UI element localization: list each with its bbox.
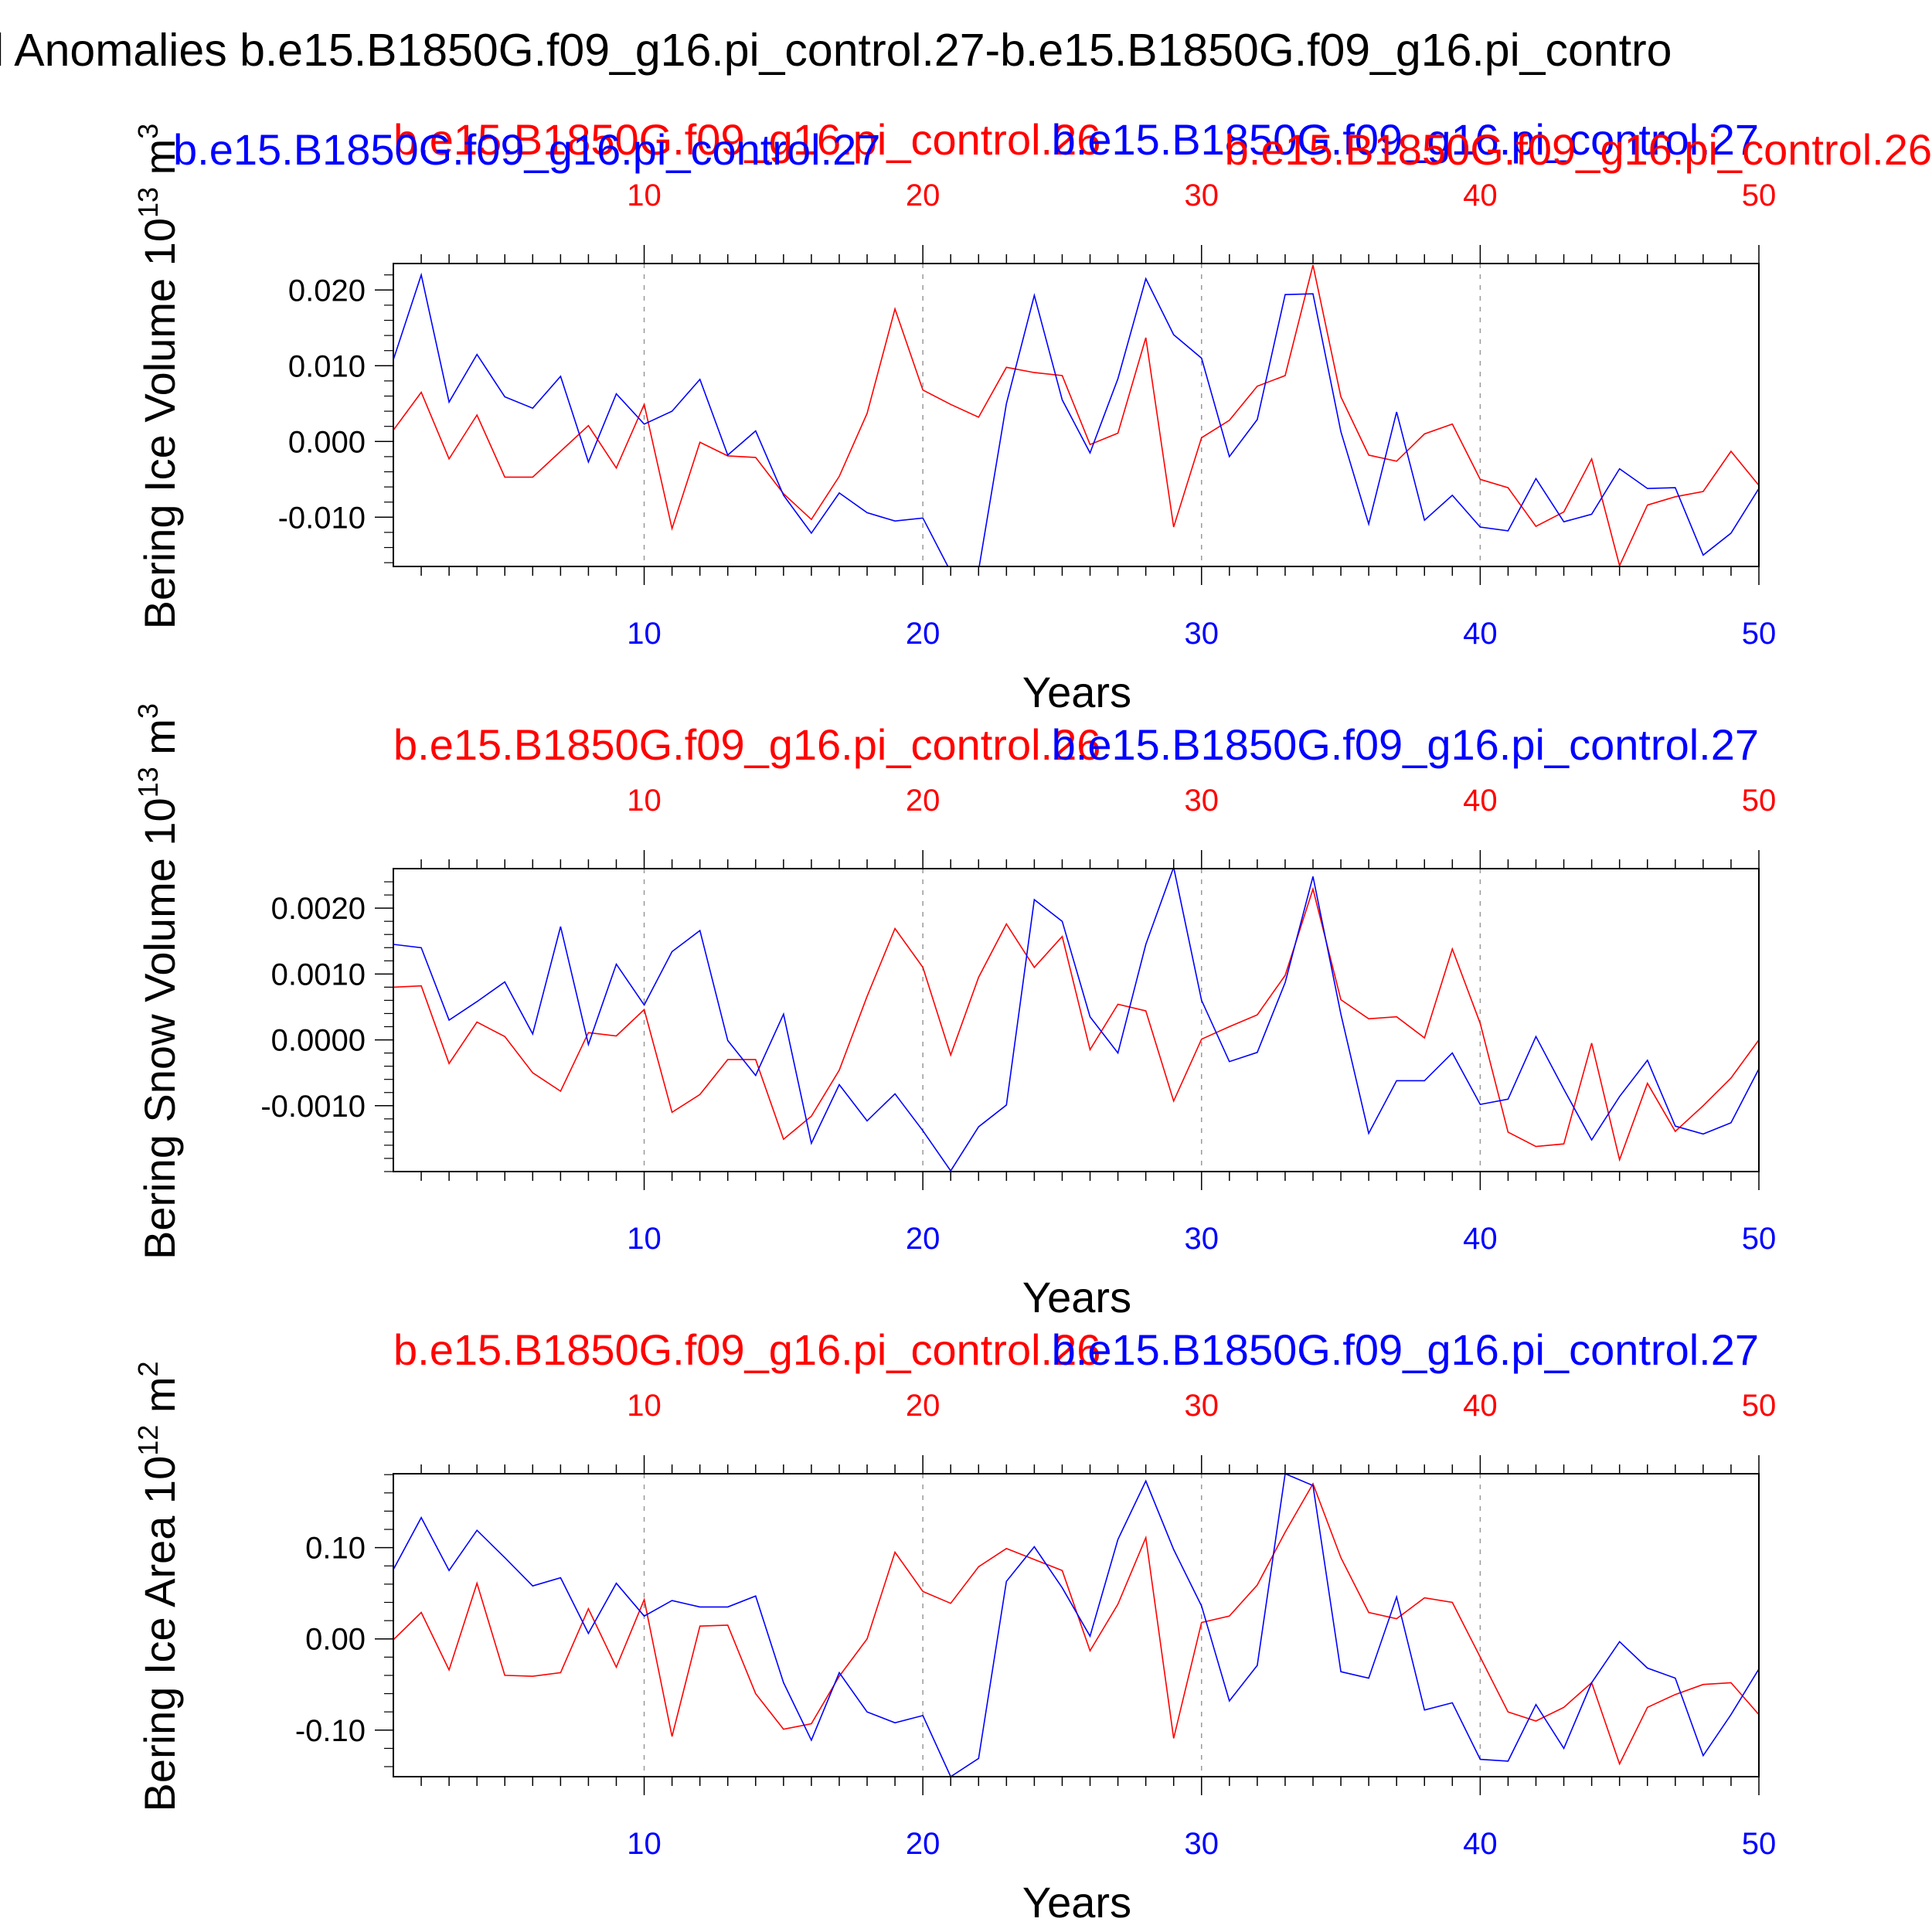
x-tick-label-top: 50 [1742, 784, 1777, 818]
y-axis-label: Bering Ice Area 1012 m2 [132, 1361, 184, 1811]
y-axis-label-unit-exponent: 3 [132, 703, 164, 719]
y-axis-label-unit: m [135, 719, 184, 767]
panels: 0.020 0.010 0.000 -0.010 10 20 30 40 50 10 20 30 40 5… [132, 115, 1932, 1927]
y-tick-label: 0.00 [305, 1623, 366, 1657]
y-tick-label: -0.10 [295, 1714, 366, 1748]
top-label-red: b.e15.B1850G.f09_g16.pi_control.26 [393, 720, 1100, 769]
chart-panel-3: 0.10 0.00 -0.10 10 20 30 40 50 10 20 30 40 50 Years b.… [132, 1325, 1776, 1927]
y-axis-label-exponent: 13 [132, 767, 164, 798]
y-tick-label: 0.0020 [271, 892, 366, 926]
x-tick-label-bottom: 10 [627, 1827, 662, 1861]
x-axis-label: Years [1022, 1878, 1131, 1927]
y-axis-label-unit: m [135, 139, 184, 187]
series-line-blue [393, 1474, 1759, 1777]
y-axis-label: Bering Ice Volume 1013 m3 [132, 124, 184, 630]
x-tick-label-bottom: 40 [1463, 617, 1498, 651]
series-line-red [393, 264, 1759, 566]
x-tick-label-top: 20 [906, 784, 940, 818]
series-line-blue [393, 869, 1759, 1172]
y-axis-label-text: Bering Ice Volume 10 [135, 218, 184, 629]
x-tick-label-bottom: 30 [1185, 1222, 1219, 1256]
x-tick-label-bottom: 30 [1185, 617, 1219, 651]
x-tick-label-bottom: 30 [1185, 1827, 1219, 1861]
overlay-label-blue: b.e15.B1850G.f09_g16.pi_control.27 [173, 125, 880, 174]
top-label-blue: b.e15.B1850G.f09_g16.pi_control.27 [1052, 115, 1759, 164]
y-axis-label-unit: m [135, 1377, 184, 1425]
x-tick-label-top: 30 [1185, 179, 1219, 213]
y-axis-label: Bering Snow Volume 1013 m3 [132, 703, 184, 1260]
plot-frame [393, 868, 1760, 1172]
y-axis-label-text: Bering Snow Volume 10 [135, 798, 184, 1260]
top-label-red: b.e15.B1850G.f09_g16.pi_control.26 [393, 115, 1100, 164]
y-tick-label: 0.10 [305, 1532, 366, 1566]
y-tick-label: -0.010 [278, 501, 366, 535]
x-tick-label-top: 10 [627, 784, 662, 818]
x-axis-label: Years [1022, 668, 1131, 716]
figure-title: l Anomalies b.e15.B1850G.f09_g16.pi_cont… [0, 25, 1672, 76]
series-line-blue [393, 272, 1759, 566]
x-tick-label-top: 40 [1463, 1389, 1498, 1423]
x-tick-label-top: 10 [627, 179, 662, 213]
x-tick-label-top: 50 [1742, 179, 1777, 213]
y-axis-label-exponent: 13 [132, 187, 164, 218]
x-tick-label-bottom: 40 [1463, 1827, 1498, 1861]
chart-panel-1: 0.020 0.010 0.000 -0.010 10 20 30 40 50 10 20 30 40 5… [132, 115, 1932, 716]
y-axis-label-text: Bering Ice Area 10 [135, 1456, 184, 1812]
y-tick-label: 0.0000 [271, 1024, 366, 1058]
overlay-label-red: b.e15.B1850G.f09_g16.pi_control.26 [1225, 125, 1932, 174]
x-tick-label-top: 20 [906, 1389, 940, 1423]
y-tick-label: 0.000 [288, 425, 366, 459]
x-tick-label-top: 30 [1185, 1389, 1219, 1423]
chart-panel-2: 0.0020 0.0010 0.0000 -0.0010 10 20 30 40 50 10 20 3… [132, 703, 1776, 1321]
x-tick-label-top: 20 [906, 179, 940, 213]
y-tick-label: 0.010 [288, 349, 366, 383]
y-axis-label-unit-exponent: 2 [132, 1361, 164, 1376]
x-tick-label-bottom: 10 [627, 1222, 662, 1256]
top-label-red: b.e15.B1850G.f09_g16.pi_control.26 [393, 1325, 1100, 1374]
x-tick-label-top: 50 [1742, 1389, 1777, 1423]
y-axis-label-unit-exponent: 3 [132, 124, 164, 139]
x-tick-label-top: 40 [1463, 784, 1498, 818]
plot-frame [393, 263, 1760, 567]
x-tick-label-bottom: 40 [1463, 1222, 1498, 1256]
y-tick-label: 0.0010 [271, 957, 366, 992]
x-tick-label-bottom: 50 [1742, 617, 1777, 651]
plot-frame [393, 1473, 1760, 1777]
x-tick-label-bottom: 20 [906, 1827, 940, 1861]
x-tick-label-bottom: 50 [1742, 1827, 1777, 1861]
series-line-red [393, 886, 1759, 1162]
x-tick-label-bottom: 50 [1742, 1222, 1777, 1256]
top-label-blue: b.e15.B1850G.f09_g16.pi_control.27 [1052, 720, 1759, 769]
x-tick-label-bottom: 20 [906, 1222, 940, 1256]
x-axis-label: Years [1022, 1273, 1131, 1321]
y-axis-label-exponent: 12 [132, 1425, 164, 1456]
y-tick-label: 0.020 [288, 274, 366, 308]
x-tick-label-bottom: 10 [627, 617, 662, 651]
top-label-blue: b.e15.B1850G.f09_g16.pi_control.27 [1052, 1325, 1759, 1374]
y-tick-label: -0.0010 [260, 1090, 366, 1124]
series-line-red [393, 1482, 1759, 1766]
x-tick-label-bottom: 20 [906, 617, 940, 651]
x-tick-label-top: 30 [1185, 784, 1219, 818]
x-tick-label-top: 40 [1463, 179, 1498, 213]
x-tick-label-top: 10 [627, 1389, 662, 1423]
